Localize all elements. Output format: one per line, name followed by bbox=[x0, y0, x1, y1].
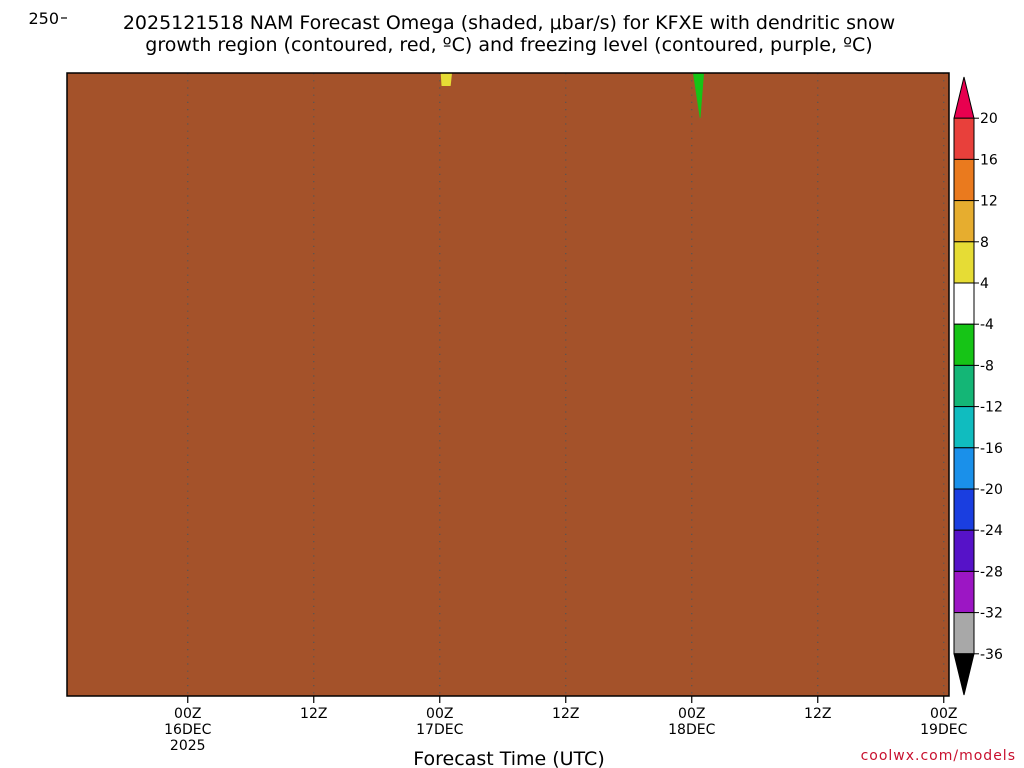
colorbar-label: -16 bbox=[980, 441, 1003, 457]
colorbar-label: 20 bbox=[980, 111, 998, 127]
colorbar-label: -8 bbox=[980, 358, 994, 374]
colorbar-swatch bbox=[953, 612, 975, 655]
omega-yellow-upper bbox=[440, 73, 453, 86]
x-tick-label: 12Z bbox=[552, 706, 579, 722]
plot-area bbox=[67, 73, 949, 696]
colorbar-swatch bbox=[953, 364, 975, 408]
x-tick-label: 00Z bbox=[426, 706, 453, 722]
colorbar-swatch-bottom bbox=[953, 653, 975, 696]
x-tick-label: 12Z bbox=[804, 706, 831, 722]
colorbar-swatch bbox=[953, 447, 975, 490]
x-tick-label: 00Z bbox=[174, 706, 201, 722]
colorbar: 20 16 12 8 4 -4 -8 -12 -16 -20 -24 -28 -32 -36 bbox=[953, 76, 1003, 696]
colorbar-label: 12 bbox=[980, 194, 998, 210]
colorbar-swatch bbox=[953, 158, 975, 202]
colorbar-label: 16 bbox=[980, 152, 998, 168]
colorbar-swatch bbox=[953, 241, 975, 284]
colorbar-label: -12 bbox=[980, 400, 1003, 416]
omega-green-upper bbox=[692, 73, 705, 118]
x-tick-label: 2025 bbox=[170, 738, 206, 754]
x-tick-label: 16DEC bbox=[164, 722, 211, 738]
chart-title-line-1: 2025121518 NAM Forecast Omega (shaded, μ… bbox=[123, 12, 895, 34]
x-tick-label: 00Z bbox=[678, 706, 705, 722]
colorbar-label: -4 bbox=[980, 317, 994, 333]
colorbar-swatch bbox=[953, 323, 975, 366]
omega-shaded-regions bbox=[440, 73, 705, 118]
x-tick-label: 00Z bbox=[930, 706, 957, 722]
colorbar-swatch bbox=[953, 488, 975, 531]
chart-title-line-2: growth region (contoured, red, ºC) and f… bbox=[145, 34, 872, 56]
colorbar-swatch bbox=[953, 570, 975, 614]
colorbar-label: -24 bbox=[980, 523, 1003, 539]
y-tick-label: 250 bbox=[28, 9, 59, 28]
colorbar-label: -36 bbox=[980, 647, 1003, 663]
colorbar-label: 8 bbox=[980, 235, 989, 251]
colorbar-swatch bbox=[953, 200, 975, 243]
ground-surface-bump bbox=[728, 73, 949, 696]
colorbar-label: -20 bbox=[980, 482, 1003, 498]
x-tick-label: 17DEC bbox=[416, 722, 463, 738]
colorbar-swatch bbox=[953, 406, 975, 449]
colorbar-label: -32 bbox=[980, 606, 1003, 622]
x-tick-label: 19DEC bbox=[920, 722, 967, 738]
gridlines bbox=[187, 73, 945, 696]
colorbar-swatch bbox=[953, 282, 975, 325]
y-axis: 2503003504004505005506006507007508008509… bbox=[28, 9, 67, 28]
ground-layer bbox=[67, 73, 949, 696]
colorbar-swatch bbox=[953, 117, 975, 160]
plot-frame bbox=[66, 72, 950, 697]
x-tick-label: 18DEC bbox=[668, 722, 715, 738]
colorbar-label: 4 bbox=[980, 276, 989, 292]
colorbar-swatch-top bbox=[953, 76, 975, 119]
colorbar-label: -28 bbox=[980, 564, 1003, 580]
x-axis-label: Forecast Time (UTC) bbox=[413, 748, 604, 768]
watermark: coolwx.com/models bbox=[861, 748, 1016, 764]
colorbar-swatch bbox=[953, 529, 975, 572]
x-tick-label: 12Z bbox=[300, 706, 327, 722]
